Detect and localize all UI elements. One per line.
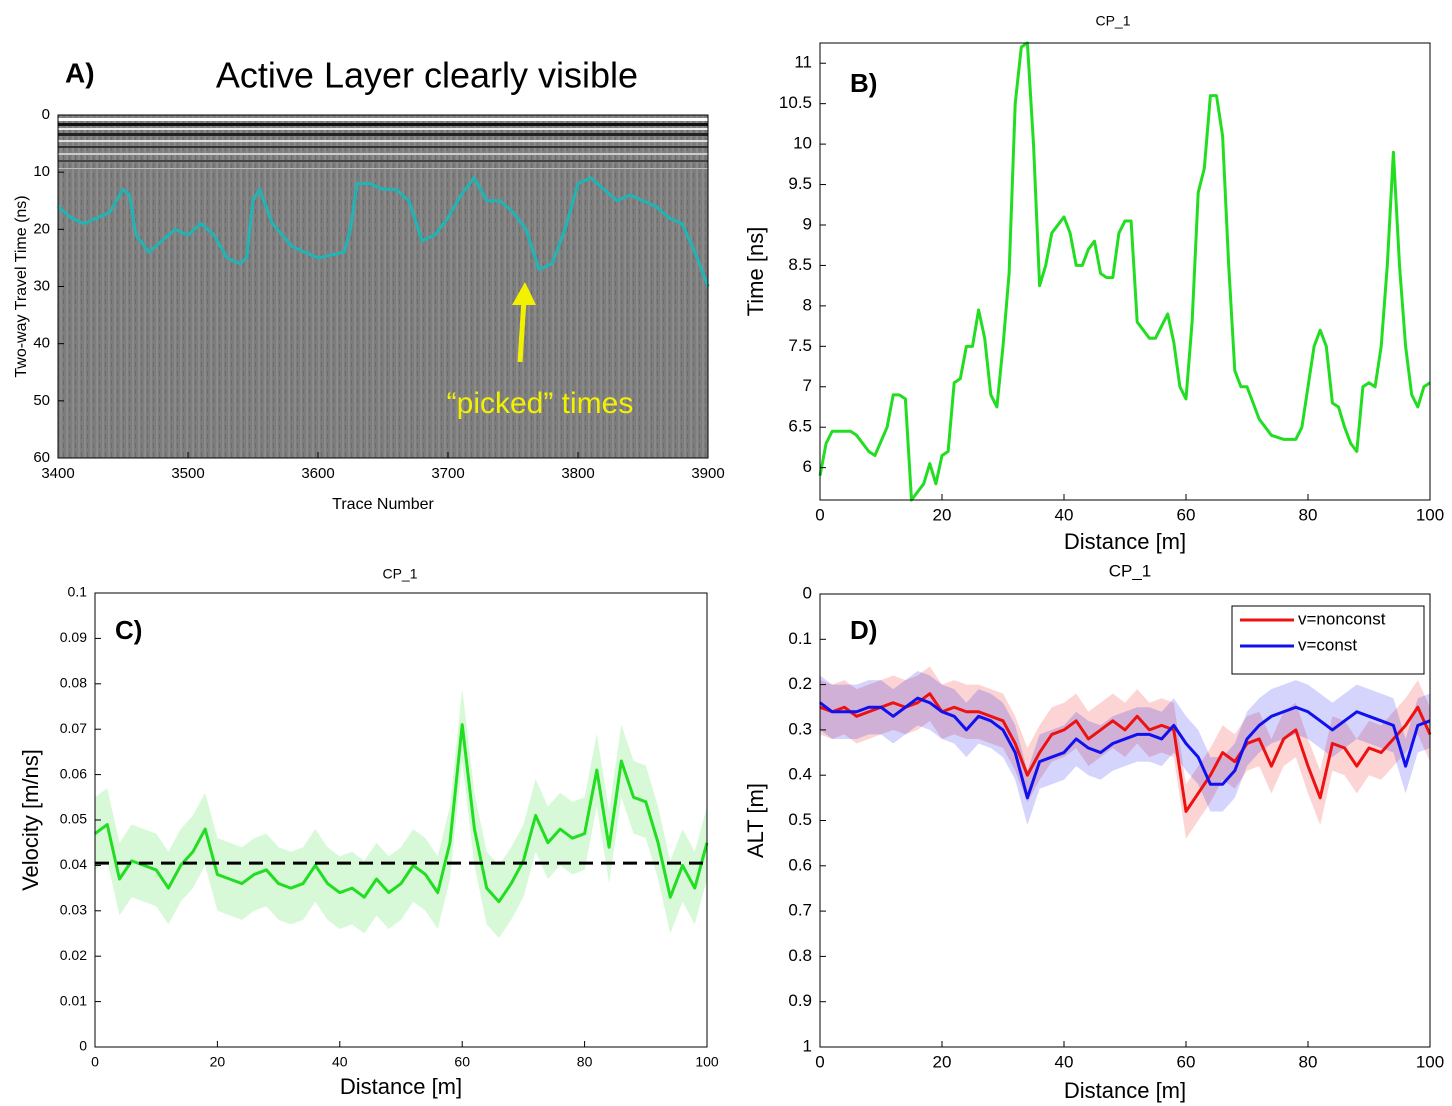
- x-tick-label: 40: [1055, 1052, 1074, 1071]
- plot-frame: [820, 43, 1430, 500]
- error-band: [820, 671, 1430, 825]
- x-tick-label: 20: [933, 1052, 952, 1071]
- x-tick-label: 0: [91, 1054, 99, 1070]
- y-tick-label: 10: [793, 134, 812, 153]
- y-axis-label: Time [ns]: [743, 227, 768, 317]
- panel-label: D): [850, 615, 877, 645]
- panel-label: C): [115, 615, 142, 645]
- x-tick-label: 100: [1416, 1052, 1444, 1071]
- y-tick-label: 1: [803, 1036, 812, 1055]
- y-tick-label: 0.03: [60, 902, 87, 918]
- x-tick-label: 3500: [171, 465, 204, 482]
- x-tick-label: 3400: [41, 465, 74, 482]
- x-tick-label: 0: [815, 1052, 824, 1071]
- y-tick-label: 0.3: [788, 719, 812, 738]
- chart-title: CP_1: [382, 566, 417, 582]
- panel-label: B): [850, 68, 877, 98]
- y-axis-label: Velocity [m/ns]: [18, 749, 43, 891]
- chart-title: CP_1: [1095, 13, 1130, 29]
- y-tick-label: 9: [803, 214, 812, 233]
- figure: 3400350036003700380039000102030405060Act…: [0, 0, 1452, 1106]
- legend-label: v=nonconst: [1298, 609, 1386, 628]
- y-tick-label: 60: [33, 449, 50, 466]
- x-tick-label: 80: [577, 1054, 593, 1070]
- y-tick-label: 50: [33, 392, 50, 409]
- y-tick-label: 0.01: [60, 992, 87, 1008]
- x-tick-label: 3600: [301, 465, 334, 482]
- annotation: “picked” times: [447, 387, 634, 420]
- x-tick-label: 80: [1299, 505, 1318, 524]
- y-tick-label: 10.5: [779, 93, 812, 112]
- y-tick-label: 0.2: [788, 674, 812, 693]
- x-tick-label: 60: [454, 1054, 470, 1070]
- page: {"chart_data": [ {"type": "line", "panel…: [0, 0, 1452, 1106]
- y-tick-label: 0.5: [788, 810, 812, 829]
- y-tick-label: 0.7: [788, 901, 812, 920]
- y-tick-label: 7.5: [788, 336, 812, 355]
- x-tick-label: 60: [1177, 1052, 1196, 1071]
- y-tick-label: 0.04: [60, 856, 87, 872]
- data-line: [820, 43, 1430, 500]
- y-tick-label: 6.5: [788, 417, 812, 436]
- y-axis-label: ALT [m]: [743, 783, 768, 858]
- panel-label: A): [65, 57, 95, 88]
- chart-title: CP_1: [1109, 561, 1152, 580]
- x-tick-label: 80: [1299, 1052, 1318, 1071]
- x-axis-label: Distance [m]: [340, 1074, 462, 1099]
- y-tick-label: 0.05: [60, 811, 87, 827]
- y-axis-label: Two-way Travel Time (ns): [13, 195, 30, 377]
- x-tick-label: 20: [933, 505, 952, 524]
- y-tick-label: 8.5: [788, 255, 812, 274]
- y-tick-label: 0.9: [788, 991, 812, 1010]
- y-tick-label: 0: [42, 106, 50, 123]
- y-tick-label: 0: [79, 1038, 87, 1054]
- x-tick-label: 3900: [691, 465, 724, 482]
- y-tick-label: 7: [803, 376, 812, 395]
- y-tick-label: 0.02: [60, 947, 87, 963]
- x-tick-label: 100: [1416, 505, 1444, 524]
- y-tick-label: 8: [803, 295, 812, 314]
- chart-title: Active Layer clearly visible: [216, 55, 638, 96]
- x-axis-label: Distance [m]: [1064, 1078, 1186, 1103]
- x-axis-label: Distance [m]: [1064, 529, 1186, 554]
- y-tick-label: 0.06: [60, 765, 87, 781]
- x-tick-label: 100: [695, 1054, 719, 1070]
- x-axis-label: Trace Number: [332, 496, 434, 513]
- y-tick-label: 11: [794, 53, 812, 72]
- y-tick-label: 0.1: [788, 629, 812, 648]
- y-tick-label: 0: [803, 583, 812, 602]
- y-tick-label: 10: [33, 163, 50, 180]
- y-tick-label: 0.08: [60, 675, 87, 691]
- x-tick-label: 20: [210, 1054, 226, 1070]
- x-tick-label: 3700: [431, 465, 464, 482]
- y-tick-label: 0.6: [788, 855, 812, 874]
- y-tick-label: 0.07: [60, 720, 87, 736]
- legend-label: v=const: [1298, 635, 1357, 654]
- y-tick-label: 0.8: [788, 946, 812, 965]
- y-tick-label: 30: [33, 277, 50, 294]
- x-tick-label: 3800: [561, 465, 594, 482]
- x-tick-label: 0: [815, 505, 824, 524]
- y-tick-label: 0.1: [68, 584, 88, 600]
- y-tick-label: 9.5: [788, 174, 812, 193]
- y-tick-label: 20: [33, 220, 50, 237]
- y-tick-label: 0.09: [60, 629, 87, 645]
- x-tick-label: 60: [1177, 505, 1196, 524]
- y-tick-label: 6: [803, 457, 812, 476]
- x-tick-label: 40: [332, 1054, 348, 1070]
- y-tick-label: 0.4: [788, 765, 812, 784]
- y-tick-label: 40: [33, 335, 50, 352]
- x-tick-label: 40: [1055, 505, 1074, 524]
